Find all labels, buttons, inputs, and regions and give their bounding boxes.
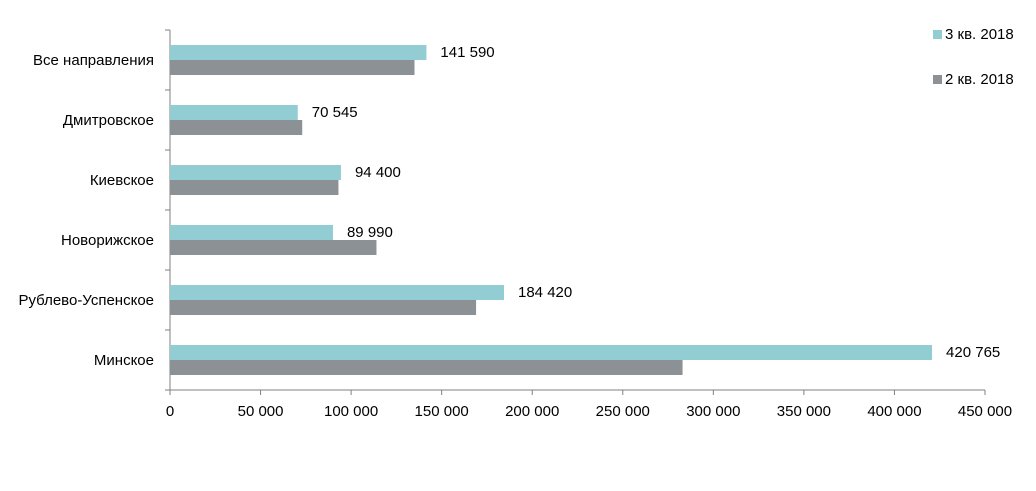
bar-q2-2018 (170, 360, 683, 375)
data-label: 420 765 (946, 344, 1000, 361)
x-tick-label: 350 000 (777, 403, 831, 420)
category-label: Рублево-Успенское (18, 292, 154, 309)
data-label: 94 400 (355, 164, 401, 181)
data-label: 141 590 (440, 44, 494, 61)
legend-label: 2 кв. 2018 (945, 71, 1014, 88)
data-label: 70 545 (312, 104, 358, 121)
category-label: Новорижское (61, 232, 154, 249)
bar-q2-2018 (170, 300, 477, 315)
x-tick-label: 100 000 (324, 403, 378, 420)
legend-swatch (933, 30, 942, 39)
x-tick-label: 400 000 (867, 403, 921, 420)
data-label: 184 420 (518, 284, 572, 301)
bar-q2-2018 (170, 60, 415, 75)
bar-q3-2018 (170, 285, 505, 300)
plot-area: Все направления 141 590 Дмитровское 70 545 К… (18, 29, 1012, 420)
bar-q2-2018 (170, 120, 303, 135)
legend-label: 3 кв. 2018 (945, 26, 1014, 43)
bar-q3-2018 (170, 105, 298, 120)
bar-q3-2018 (170, 45, 427, 60)
x-tick-label: 150 000 (415, 403, 469, 420)
x-tick-label: 250 000 (596, 403, 650, 420)
data-label: 89 990 (347, 224, 393, 241)
category-label: Киевское (90, 172, 154, 189)
bar-q2-2018 (170, 240, 377, 255)
bar-q3-2018 (170, 165, 341, 180)
category-label: Минское (94, 352, 154, 369)
x-tick-label: 200 000 (505, 403, 559, 420)
x-tick-label: 50 000 (238, 403, 284, 420)
category-label: Все направления (33, 52, 154, 69)
x-tick-label: 0 (166, 403, 174, 420)
legend-swatch (933, 75, 942, 84)
bar-q2-2018 (170, 180, 339, 195)
x-tick-label: 450 000 (958, 403, 1012, 420)
category-label: Дмитровское (63, 112, 154, 129)
bar-q3-2018 (170, 225, 333, 240)
legend: 3 кв. 2018 2 кв. 2018 (933, 26, 1014, 88)
bar-q3-2018 (170, 345, 933, 360)
x-tick-label: 300 000 (686, 403, 740, 420)
